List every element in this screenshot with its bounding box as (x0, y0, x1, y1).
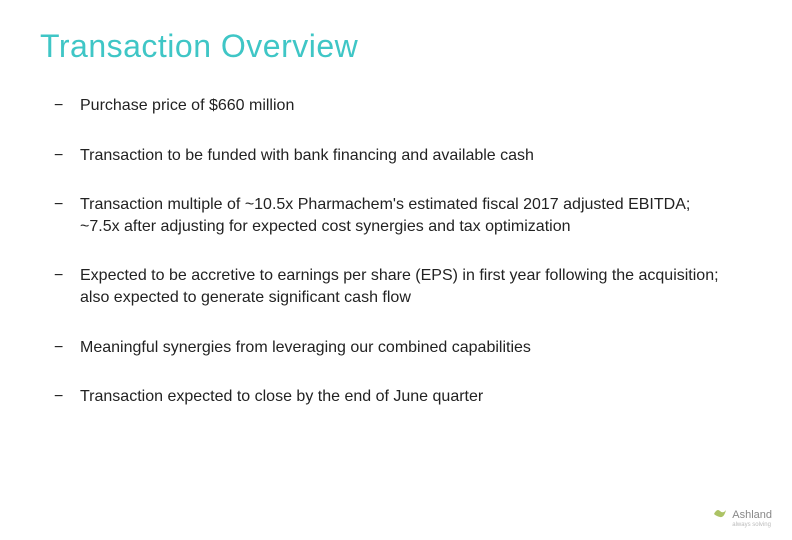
bullet-marker: − (54, 337, 80, 359)
bullet-marker: − (54, 145, 80, 167)
bullet-item: − Purchase price of $660 million (54, 95, 752, 117)
logo-tagline: always solving (732, 522, 772, 528)
logo-text-wrap: Ashland always solving (732, 505, 772, 528)
company-logo: Ashland always solving (712, 505, 772, 528)
logo-text: Ashland (732, 509, 772, 521)
bullet-marker: − (54, 386, 80, 408)
slide-title: Transaction Overview (40, 28, 752, 65)
bullet-item: − Meaningful synergies from leveraging o… (54, 337, 752, 359)
bullet-text: Transaction multiple of ~10.5x Pharmache… (80, 194, 720, 237)
bullet-text: Meaningful synergies from leveraging our… (80, 337, 531, 359)
bullet-marker: − (54, 194, 80, 216)
bullet-item: − Transaction expected to close by the e… (54, 386, 752, 408)
bullet-item: − Expected to be accretive to earnings p… (54, 265, 752, 308)
bullet-marker: − (54, 95, 80, 117)
logo-icon (712, 506, 728, 527)
bullet-text: Transaction to be funded with bank finan… (80, 145, 534, 167)
bullet-list: − Purchase price of $660 million − Trans… (40, 95, 752, 408)
bullet-text: Transaction expected to close by the end… (80, 386, 483, 408)
bullet-item: − Transaction to be funded with bank fin… (54, 145, 752, 167)
bullet-item: − Transaction multiple of ~10.5x Pharmac… (54, 194, 752, 237)
bullet-text: Purchase price of $660 million (80, 95, 294, 117)
bullet-text: Expected to be accretive to earnings per… (80, 265, 720, 308)
slide: Transaction Overview − Purchase price of… (0, 0, 792, 540)
bullet-marker: − (54, 265, 80, 287)
